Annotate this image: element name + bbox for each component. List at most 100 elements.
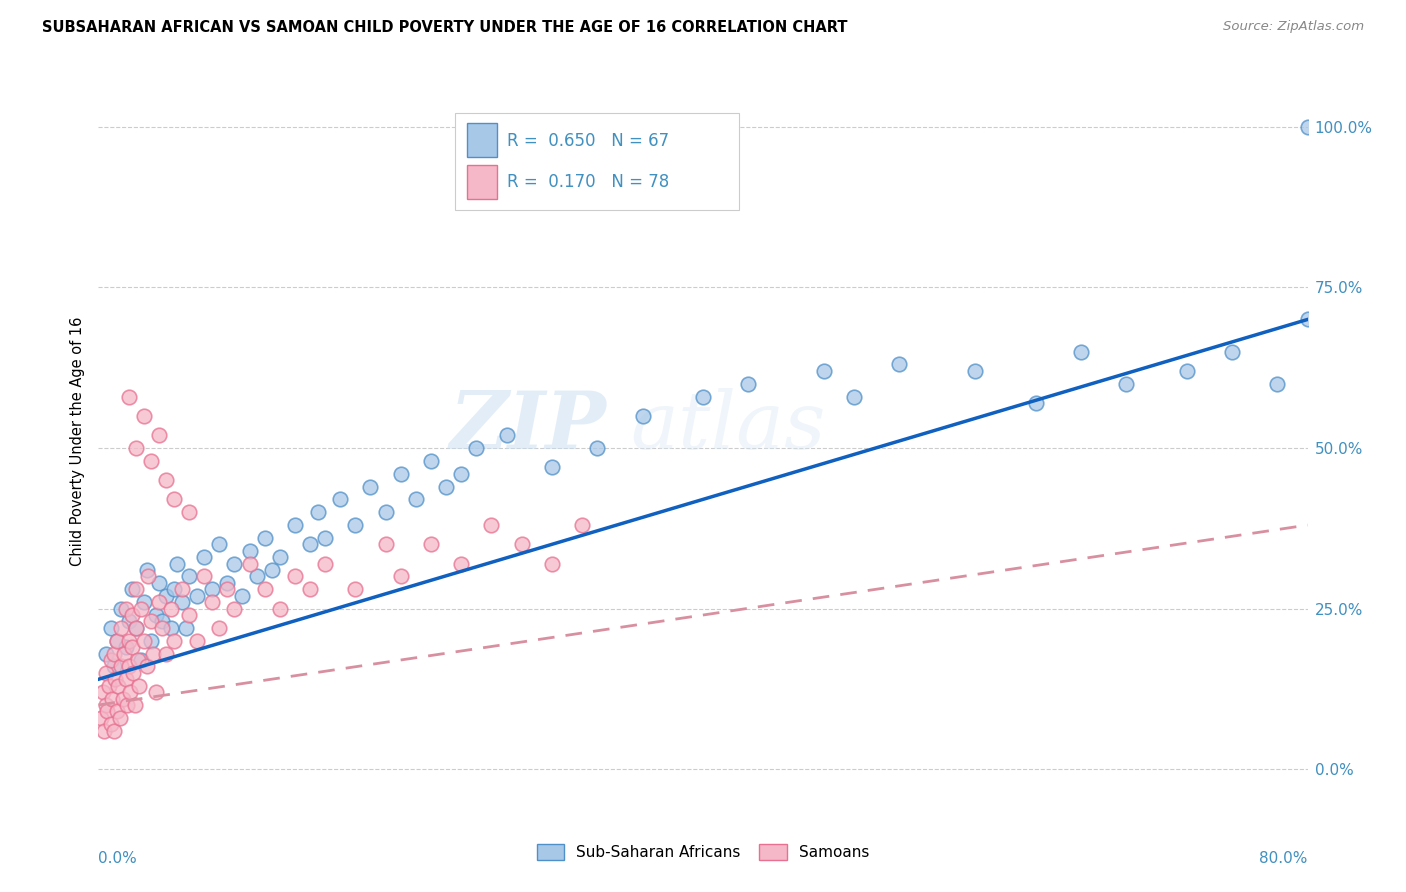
Point xyxy=(737,376,759,391)
Point xyxy=(1296,120,1319,134)
Point xyxy=(121,640,143,655)
Point xyxy=(155,589,177,603)
Point xyxy=(692,390,714,404)
Point xyxy=(118,390,141,404)
Point xyxy=(114,640,136,655)
Point xyxy=(179,607,201,622)
Point xyxy=(481,518,503,533)
Point xyxy=(105,633,128,648)
Point xyxy=(163,492,186,507)
Point xyxy=(965,364,987,378)
Point xyxy=(94,665,117,680)
Point xyxy=(121,607,143,622)
Point xyxy=(141,615,163,629)
Point xyxy=(125,441,148,455)
Point xyxy=(344,518,367,533)
Point xyxy=(136,569,159,583)
Point xyxy=(889,358,911,372)
Point xyxy=(179,569,201,583)
Text: R =  0.650   N = 67: R = 0.650 N = 67 xyxy=(508,131,669,150)
Point xyxy=(329,492,352,507)
FancyBboxPatch shape xyxy=(467,165,498,199)
Point xyxy=(100,621,122,635)
Point xyxy=(450,557,472,571)
Point xyxy=(420,537,443,551)
Point xyxy=(374,537,396,551)
Point xyxy=(193,550,215,565)
Point xyxy=(465,441,488,455)
Point xyxy=(108,711,131,725)
Point xyxy=(135,659,157,673)
Legend: Sub-Saharan Africans, Samoans: Sub-Saharan Africans, Samoans xyxy=(530,838,876,866)
Point xyxy=(125,621,148,635)
Point xyxy=(132,409,155,423)
Point xyxy=(105,633,128,648)
Text: 80.0%: 80.0% xyxy=(1260,851,1308,866)
Point xyxy=(118,659,141,673)
Point xyxy=(208,537,231,551)
Point xyxy=(98,679,121,693)
Point xyxy=(179,505,201,519)
Point xyxy=(101,691,124,706)
Text: ZIP: ZIP xyxy=(450,388,606,465)
Point xyxy=(1267,376,1289,391)
Point xyxy=(120,685,142,699)
Point xyxy=(132,633,155,648)
Point xyxy=(389,569,412,583)
Point xyxy=(96,705,118,719)
Point xyxy=(145,685,167,699)
Point xyxy=(307,505,329,519)
Point xyxy=(253,582,276,597)
Point xyxy=(91,685,114,699)
Point xyxy=(253,531,276,545)
Point xyxy=(163,633,186,648)
Point xyxy=(389,467,412,481)
Point xyxy=(122,665,145,680)
Point xyxy=(111,691,134,706)
Point xyxy=(110,659,132,673)
Point xyxy=(166,557,188,571)
Point xyxy=(141,633,163,648)
Point xyxy=(155,473,177,487)
Point xyxy=(105,705,128,719)
Point xyxy=(314,557,336,571)
Point xyxy=(160,601,183,615)
Point xyxy=(224,557,246,571)
Point xyxy=(420,454,443,468)
Point xyxy=(150,615,173,629)
Point xyxy=(90,711,112,725)
Point xyxy=(186,589,208,603)
Point xyxy=(170,595,193,609)
Point xyxy=(434,479,457,493)
FancyBboxPatch shape xyxy=(467,123,498,157)
Point xyxy=(540,460,562,475)
Point xyxy=(118,633,141,648)
Point xyxy=(100,717,122,731)
Point xyxy=(112,647,135,661)
Point xyxy=(844,390,866,404)
Point xyxy=(201,582,224,597)
Point xyxy=(100,653,122,667)
Point xyxy=(103,659,125,673)
Point xyxy=(94,647,117,661)
Point xyxy=(128,679,150,693)
Point xyxy=(374,505,396,519)
Text: 0.0%: 0.0% xyxy=(98,851,138,866)
Point xyxy=(208,621,231,635)
Point xyxy=(127,653,149,667)
Point xyxy=(186,633,208,648)
Point xyxy=(141,454,163,468)
Text: R =  0.170   N = 78: R = 0.170 N = 78 xyxy=(508,173,669,191)
Point xyxy=(405,492,427,507)
Point xyxy=(94,698,117,712)
Point xyxy=(103,647,125,661)
Text: SUBSAHARAN AFRICAN VS SAMOAN CHILD POVERTY UNDER THE AGE OF 16 CORRELATION CHART: SUBSAHARAN AFRICAN VS SAMOAN CHILD POVER… xyxy=(42,20,848,35)
Point xyxy=(269,601,291,615)
Point xyxy=(1175,364,1198,378)
Point xyxy=(148,428,170,442)
Point xyxy=(246,569,269,583)
Point xyxy=(201,595,224,609)
Point xyxy=(129,601,152,615)
Point xyxy=(163,582,186,597)
Point xyxy=(344,582,367,597)
